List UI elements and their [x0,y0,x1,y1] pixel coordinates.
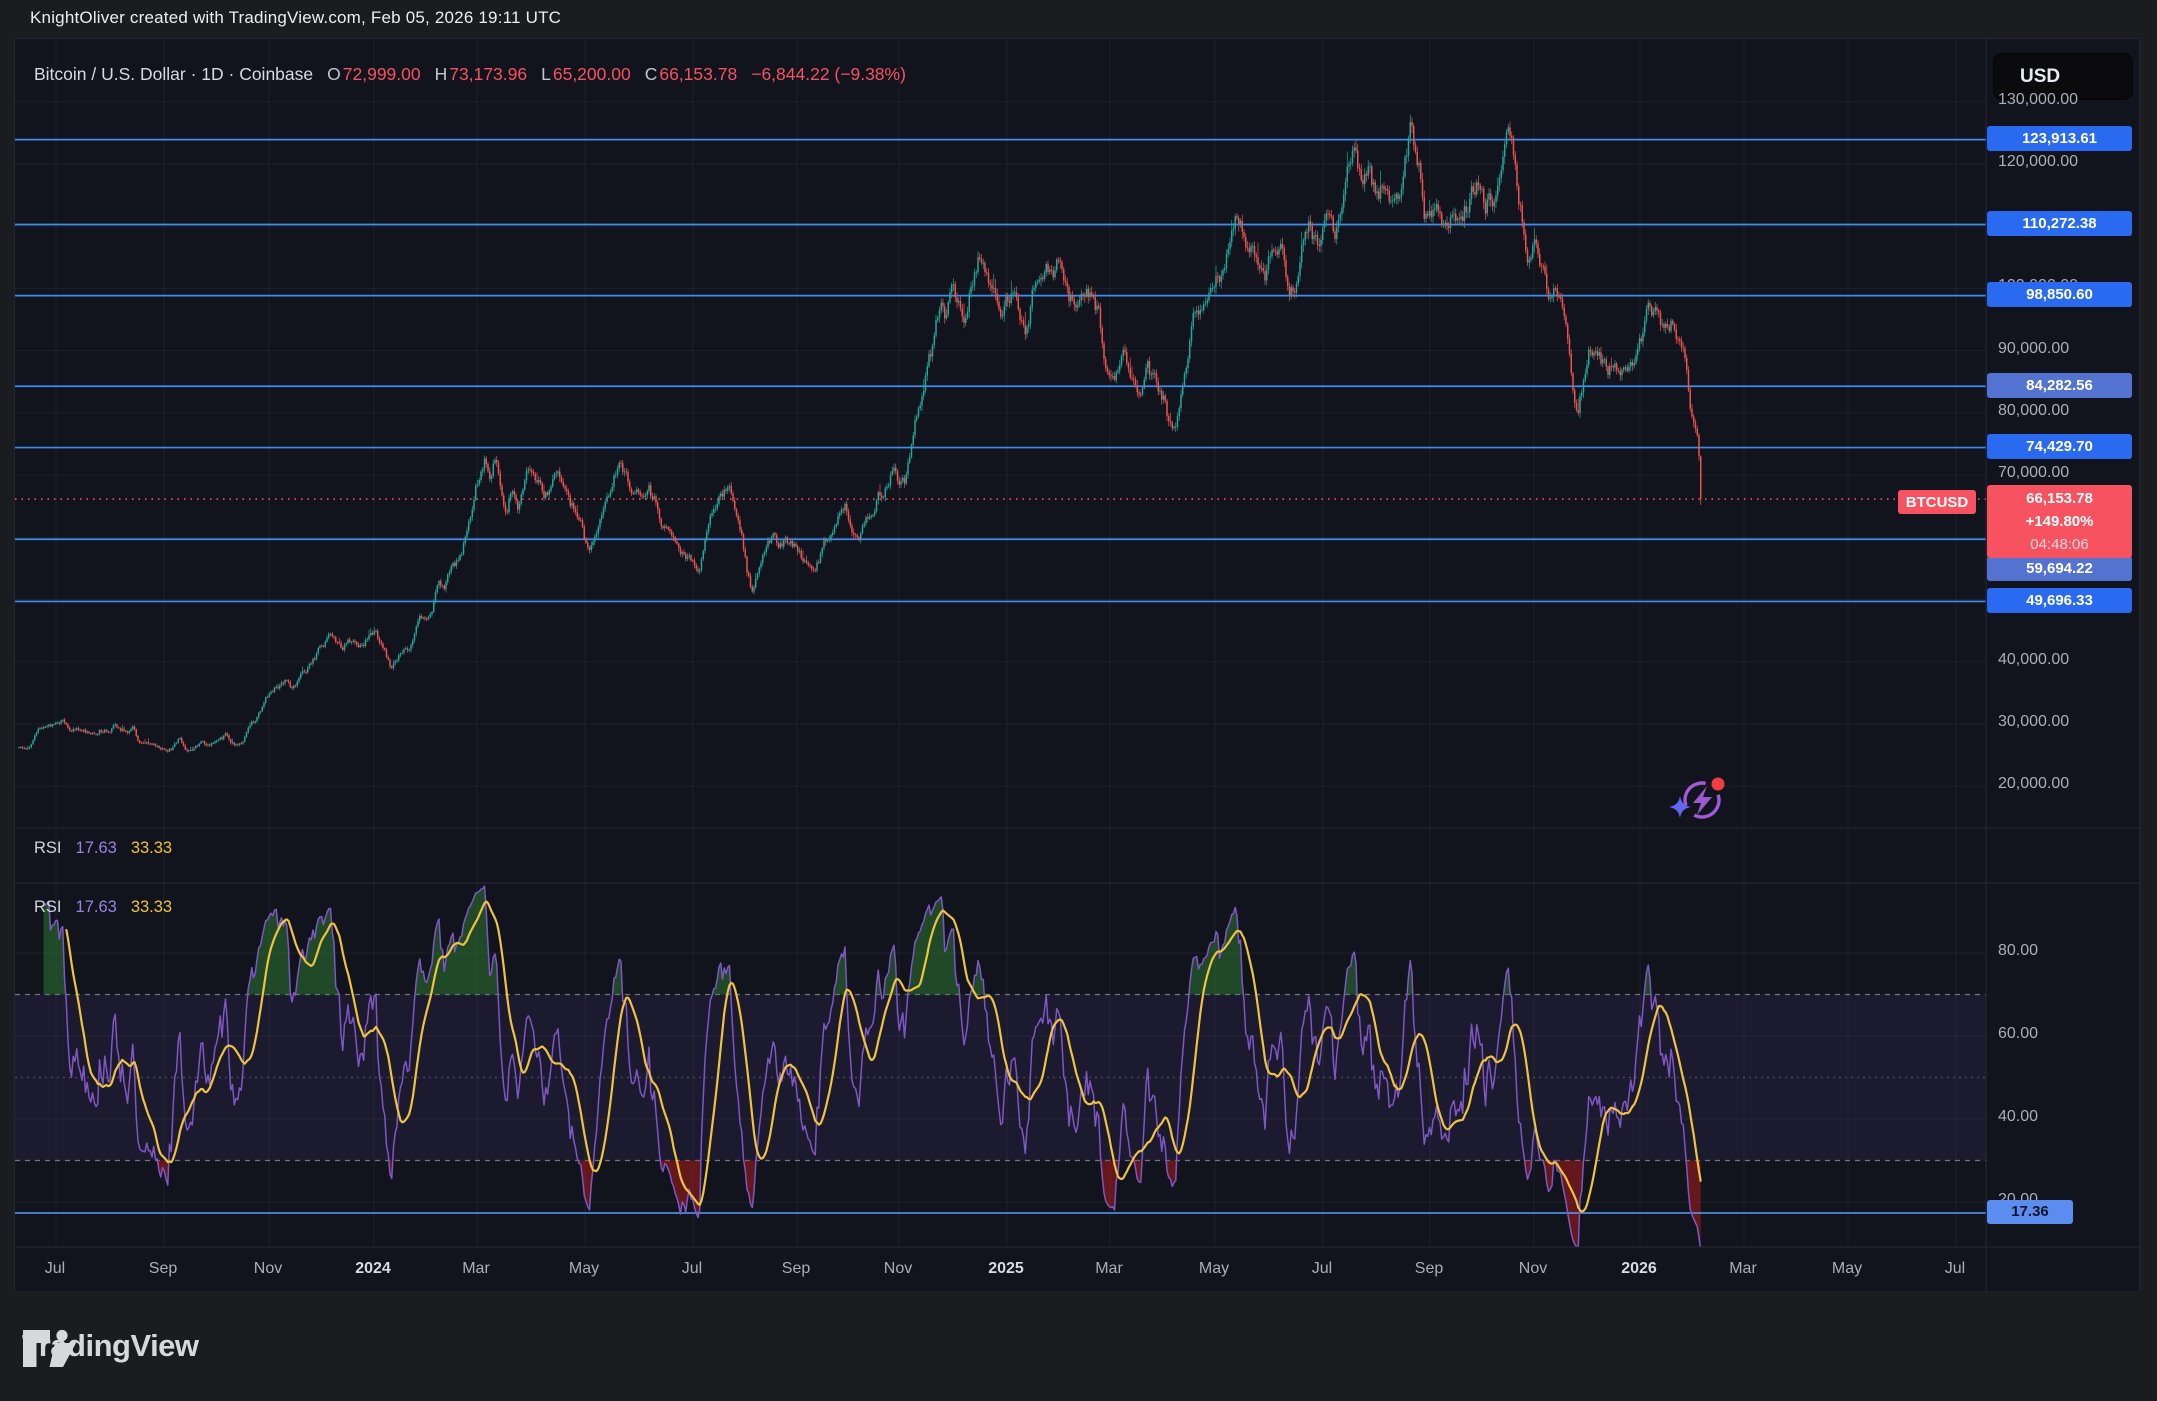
attribution-text: KnightOliver created with TradingView.co… [30,8,562,27]
tradingview-logo[interactable]: TradingView [22,1328,199,1367]
tradingview-wordmark: TradingView [22,1328,199,1363]
attribution-bar: KnightOliver created with TradingView.co… [0,0,2157,38]
chart-container[interactable] [14,38,2140,1293]
price-chart-canvas[interactable] [15,39,2139,1293]
tradingview-logo-icon [23,1329,76,1367]
spark-watermark-icon [1669,777,1725,819]
currency-toggle-button[interactable]: USD [1993,53,2133,100]
footer-bar: TradingView [0,1292,2157,1401]
